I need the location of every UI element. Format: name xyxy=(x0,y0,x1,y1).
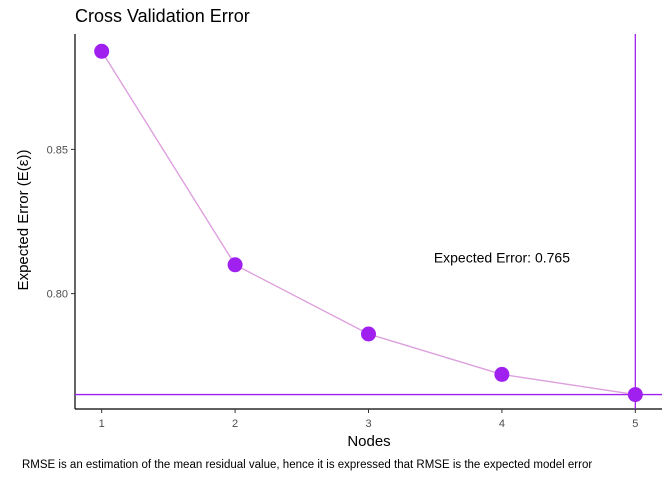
data-point xyxy=(227,257,243,273)
x-axis-label: Nodes xyxy=(347,433,390,450)
y-tick-label: 0.85 xyxy=(47,144,68,156)
x-tick-label: 4 xyxy=(499,418,505,430)
axes: 1 2 3 4 5 0.80 0.85 xyxy=(47,34,662,430)
x-tick-label: 2 xyxy=(232,418,238,430)
series-line xyxy=(101,50,636,396)
x-tick-label: 3 xyxy=(365,418,371,430)
data-point xyxy=(627,387,643,403)
data-point xyxy=(361,326,376,342)
series-polyline xyxy=(101,50,636,396)
chart-caption: RMSE is an estimation of the mean residu… xyxy=(22,459,592,471)
chart-title: Cross Validation Error xyxy=(75,6,250,26)
x-tick-label: 1 xyxy=(99,418,105,430)
annotation-label: Expected Error: 0.765 xyxy=(434,250,570,266)
data-points xyxy=(94,43,643,403)
y-axis-label: Expected Error (E(ε)) xyxy=(15,150,32,291)
data-point xyxy=(494,366,510,382)
reference-lines xyxy=(75,34,662,409)
x-tick-label: 5 xyxy=(632,418,638,430)
data-point xyxy=(94,43,110,59)
y-tick-label: 0.80 xyxy=(47,289,68,301)
